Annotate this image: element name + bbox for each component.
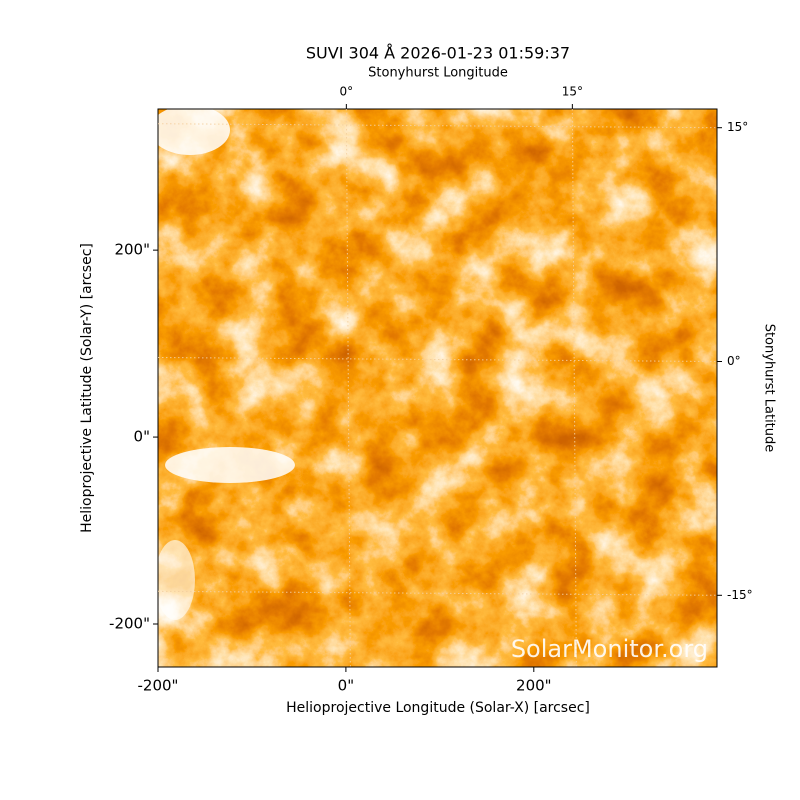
y-tick-label: 0" (134, 428, 150, 446)
x-tick-label: -200" (138, 677, 179, 695)
x-tick-label: 200" (516, 677, 552, 695)
y2-tick-label: -15° (727, 588, 753, 602)
grid-line (345, 108, 351, 668)
x-tick-label: 0" (338, 677, 354, 695)
y-tick-label: 200" (114, 241, 150, 259)
grid-line (571, 108, 577, 668)
bright-regions (158, 109, 295, 620)
x-label: Helioprojective Longitude (Solar-X) [arc… (286, 700, 590, 716)
solar-image (158, 109, 717, 667)
bright-patch (158, 540, 195, 620)
chart-title: SUVI 304 Å 2026-01-23 01:59:37 (306, 44, 570, 63)
x2-tick-label: 0° (340, 85, 354, 99)
y-label: Helioprojective Latitude (Solar-Y) [arcs… (79, 243, 95, 533)
grid-line (157, 357, 718, 363)
bright-patch (165, 447, 295, 483)
watermark: SolarMonitor.org (511, 635, 708, 663)
y-tick-label: -200" (109, 615, 150, 633)
bright-patch (158, 109, 230, 155)
plot-frame (157, 108, 718, 668)
grid-line (157, 590, 718, 596)
x2-label: Stonyhurst Longitude (368, 66, 508, 81)
x2-tick-label: 15° (562, 85, 583, 99)
y2-label: Stonyhurst Latitude (762, 324, 777, 453)
y2-tick-label: 0° (727, 354, 741, 368)
grid-line (157, 123, 718, 129)
y2-tick-label: 15° (727, 120, 748, 134)
